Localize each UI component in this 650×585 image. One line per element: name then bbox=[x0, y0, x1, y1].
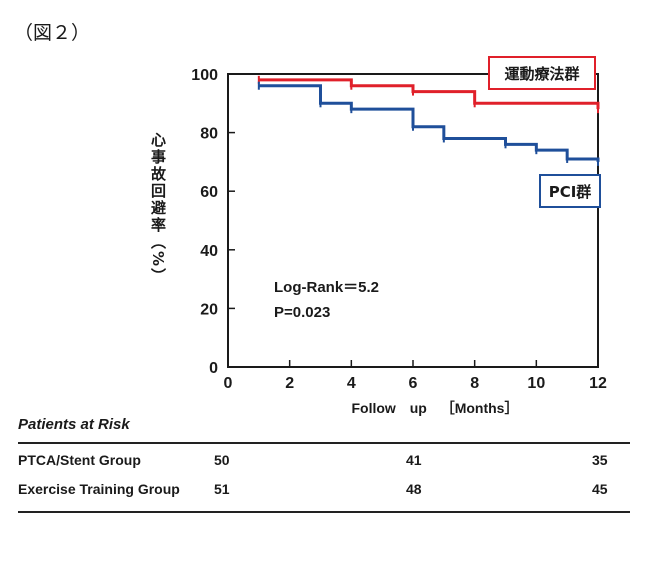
risk-group-label: PTCA/Stent Group bbox=[18, 452, 141, 468]
p-value-annotation: P=0.023 bbox=[274, 304, 330, 321]
x-tick-label: 0 bbox=[224, 375, 233, 392]
risk-table-top-rule bbox=[18, 442, 630, 444]
risk-value-12m: 45 bbox=[592, 481, 608, 497]
risk-value-0m: 51 bbox=[214, 481, 230, 497]
risk-table-bottom-rule bbox=[18, 511, 630, 513]
y-tick-label: 60 bbox=[200, 184, 218, 201]
y-tick-label: 40 bbox=[200, 243, 218, 260]
risk-row-pci: PTCA/Stent Group 50 41 35 bbox=[18, 452, 630, 472]
risk-group-label: Exercise Training Group bbox=[18, 481, 180, 497]
legend-label-1: PCI群 bbox=[549, 183, 592, 201]
risk-value-0m: 50 bbox=[214, 452, 230, 468]
y-tick-label: 100 bbox=[191, 67, 218, 84]
x-tick-label: 8 bbox=[470, 375, 479, 392]
y-tick-label: 20 bbox=[200, 301, 218, 318]
legend-label-0: 運動療法群 bbox=[504, 65, 579, 83]
y-tick-label: 0 bbox=[209, 360, 218, 377]
figure-label: （図２） bbox=[14, 22, 91, 44]
x-axis-label: Follow up ［Months］ bbox=[352, 400, 519, 416]
survival-chart: 0 20 40 60 80 100 0 2 4 6 8 10 12 運動療法群 PCI群 心事故回避率（%… bbox=[149, 56, 607, 416]
x-tick-label: 10 bbox=[527, 375, 545, 392]
risk-row-exercise: Exercise Training Group 51 48 45 bbox=[18, 481, 630, 501]
y-axis-label: 心事故回避率（%） bbox=[149, 132, 167, 285]
risk-value-6m: 41 bbox=[406, 452, 422, 468]
logrank-annotation: Log-Rank＝5.2 bbox=[274, 279, 379, 296]
legend-layer: 運動療法群 PCI群 bbox=[488, 56, 601, 208]
legend-box-1 bbox=[539, 174, 601, 208]
x-tick-label: 12 bbox=[589, 375, 607, 392]
chart-axes: 0 20 40 60 80 100 0 2 4 6 8 10 12 bbox=[191, 67, 607, 392]
risk-table-title: Patients at Risk bbox=[18, 416, 130, 433]
x-tick-label: 4 bbox=[347, 375, 356, 392]
series-layer bbox=[257, 75, 600, 166]
y-tick-label: 80 bbox=[200, 126, 218, 143]
x-tick-label: 2 bbox=[285, 375, 294, 392]
risk-value-12m: 35 bbox=[592, 452, 608, 468]
series-line-1 bbox=[258, 84, 600, 162]
x-tick-label: 6 bbox=[409, 375, 418, 392]
risk-value-6m: 48 bbox=[406, 481, 422, 497]
legend-box-0 bbox=[488, 56, 596, 90]
